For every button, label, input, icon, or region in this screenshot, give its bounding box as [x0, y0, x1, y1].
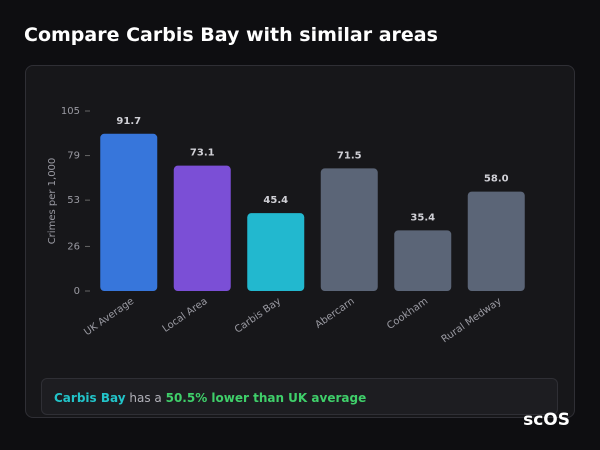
y-axis-label: Crimes per 1,000 [47, 158, 58, 245]
value-label: 45.4 [263, 195, 288, 206]
x-tick-label: Local Area [161, 296, 210, 335]
bar [173, 165, 231, 291]
value-label: 71.5 [337, 150, 362, 161]
y-tick-label: 53 [67, 195, 80, 206]
summary-area: Carbis Bay [54, 391, 126, 405]
page-title: Compare Carbis Bay with similar areas [24, 24, 438, 46]
bar [100, 133, 158, 291]
summary-text: has a [129, 391, 162, 405]
bar [394, 230, 452, 291]
bar [467, 191, 525, 291]
logo: scOS [523, 410, 570, 430]
value-label: 58.0 [484, 174, 509, 185]
value-label: 73.1 [190, 148, 215, 159]
x-tick-label: Carbis Bay [233, 296, 283, 336]
value-label: 91.7 [116, 116, 141, 127]
value-label: 35.4 [410, 212, 435, 223]
x-tick-label: UK Average [82, 296, 136, 338]
y-tick-label: 105 [61, 106, 80, 117]
y-tick-label: 26 [67, 241, 80, 252]
x-tick-label: Abercarn [313, 296, 356, 331]
summary: Carbis Bay has a 50.5% lower than UK ave… [41, 378, 558, 415]
x-tick-label: Rural Medway [440, 296, 504, 345]
summary-comparison: 50.5% lower than UK average [165, 391, 367, 405]
x-tick-label: Cookham [385, 296, 430, 332]
bar [320, 168, 378, 291]
y-tick-label: 0 [74, 286, 80, 297]
y-tick-label: 79 [67, 151, 80, 162]
bar [247, 213, 305, 291]
